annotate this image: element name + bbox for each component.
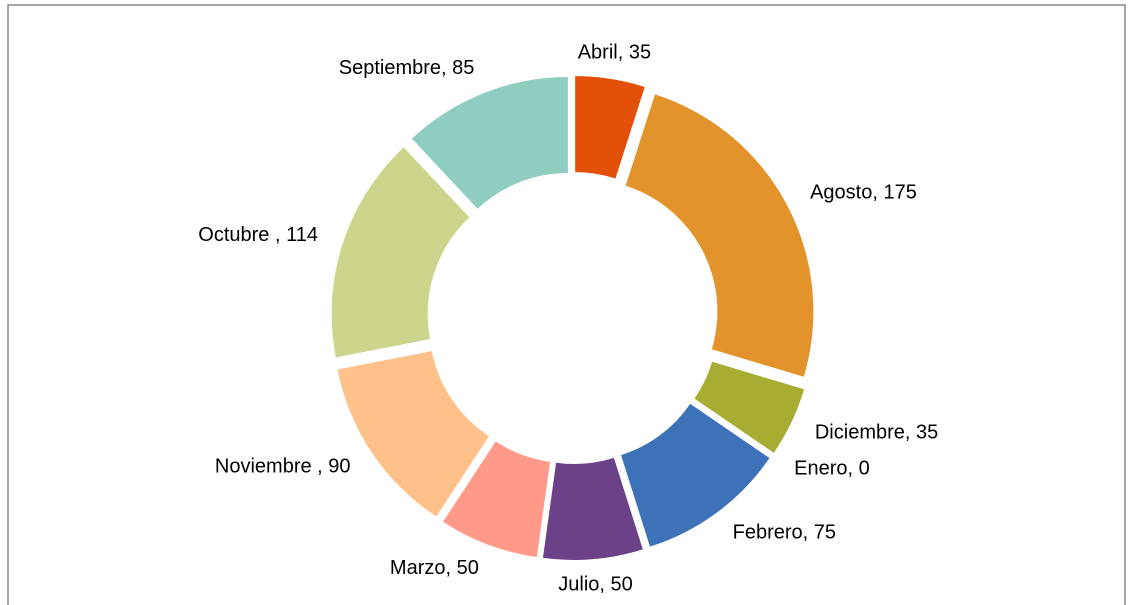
- data-label: Noviembre , 90: [215, 456, 351, 478]
- data-label: Marzo, 50: [390, 557, 479, 579]
- slice: Marzo: [443, 441, 551, 557]
- slice: Octubre: [331, 147, 470, 358]
- data-label: Abril, 35: [578, 41, 651, 63]
- data-label: Enero, 0: [794, 458, 870, 480]
- data-label: Octubre , 114: [198, 224, 318, 246]
- slice: Agosto: [625, 94, 814, 377]
- slice: Septiembre: [411, 76, 568, 209]
- data-label: Febrero, 75: [733, 522, 836, 544]
- slice: Febrero: [621, 403, 770, 547]
- data-label: Agosto, 175: [810, 181, 917, 203]
- slice: Abril: [575, 76, 645, 179]
- slice: Noviembre: [337, 351, 489, 517]
- data-label: Septiembre, 85: [339, 57, 475, 79]
- data-label: Diciembre, 35: [815, 422, 938, 444]
- slice: Julio: [542, 457, 643, 560]
- slice: Diciembre: [694, 361, 805, 453]
- data-label: Julio, 50: [558, 573, 633, 595]
